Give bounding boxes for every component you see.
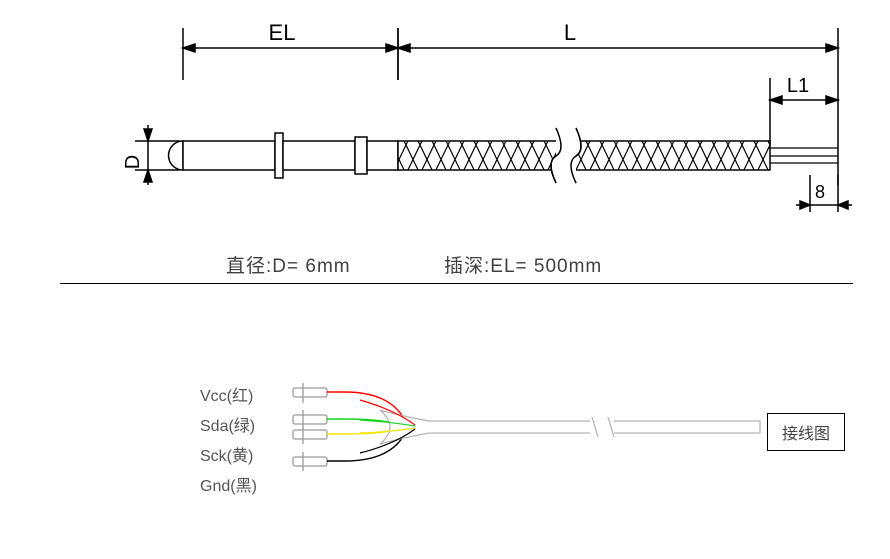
dim-D-label: D: [122, 155, 144, 169]
wiring-diagram: [0, 350, 890, 559]
dim-EL-label: EL: [269, 20, 296, 45]
sensor-probe: [169, 133, 399, 178]
diagram-canvas: EL L L1 D: [0, 0, 890, 559]
pin-connectors: [293, 383, 327, 471]
dim-L-label: L: [564, 20, 576, 45]
dim-8-label: 8: [815, 182, 825, 202]
wiring-box-label: 接线图: [767, 413, 845, 451]
spec-insert-depth: 插深:EL= 500mm: [444, 251, 602, 278]
braided-cable: [398, 141, 770, 170]
cable-jacket: [380, 410, 760, 444]
cable-break-mark: [590, 417, 614, 437]
dim-L1-label: L1: [787, 75, 809, 97]
cable-break: [551, 128, 581, 183]
spec-diameter: 直径:D= 6mm: [226, 251, 351, 278]
lead-wires: [770, 148, 838, 163]
section-divider: [60, 283, 853, 284]
